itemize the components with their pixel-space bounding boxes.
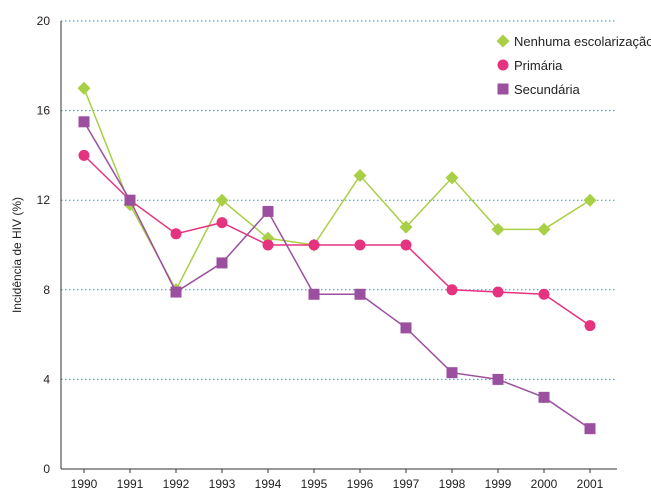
data-point-2-1993 [216,217,228,229]
gridlines [61,20,617,380]
data-point-2-1995 [308,239,320,251]
legend-marker-1 [496,34,510,48]
data-point-2-1996 [354,239,366,251]
data-point-3-1994 [262,205,274,217]
data-point-1-1999 [491,222,505,236]
data-point-3-1995 [308,288,320,300]
data-point-1-1998 [445,171,459,185]
data-point-1-1996 [353,169,367,183]
data-point-3-1993 [216,257,228,269]
data-point-3-1999 [492,373,504,385]
data-point-3-2000 [538,391,550,403]
legend-marker-2 [497,59,509,71]
data-point-2-1992 [170,228,182,240]
y-tick-label-16: 16 [37,104,51,118]
series-3 [78,116,596,435]
legend-marker-3 [497,83,509,95]
data-point-1-2001 [583,193,597,207]
x-tick-label-1990: 1990 [71,477,98,491]
axes [60,21,617,473]
x-tick-label-2001: 2001 [577,477,604,491]
legend-label-2: Primária [514,58,563,73]
data-point-3-1996 [354,288,366,300]
x-tick-label-1996: 1996 [347,477,374,491]
x-tick-label-1999: 1999 [485,477,512,491]
data-point-2-1994 [262,239,274,251]
x-tick-labels: 1990 1991 1992 1993 1994 1995 1996 1997 1998 1999… [71,477,604,491]
data-point-2-2000 [538,288,550,300]
y-tick-labels: 0 4 8 12 16 20 [37,14,51,476]
series-line-3 [83,121,591,430]
y-tick-label-20: 20 [37,14,51,28]
legend-label-1: Nenhuma escolarização [514,34,651,49]
legend: Nenhuma escolarização Primária Secundária [496,34,651,97]
x-tick-label-1991: 1991 [117,477,144,491]
data-point-1-1997 [399,220,413,234]
x-tick-label-1995: 1995 [301,477,328,491]
series-line-2 [83,154,591,327]
y-tick-label-4: 4 [43,372,50,386]
data-point-1-1990 [77,81,91,95]
data-point-2-2001 [584,320,596,332]
x-tick-label-2000: 2000 [531,477,558,491]
x-tick-label-1993: 1993 [209,477,236,491]
y-tick-label-8: 8 [43,283,50,297]
data-point-3-1990 [78,116,90,128]
data-point-1-1993 [215,193,229,207]
data-point-1-2000 [537,222,551,236]
data-point-3-1991 [124,194,136,206]
x-tick-label-1994: 1994 [255,477,282,491]
series-1 [77,81,597,297]
x-tick-label-1992: 1992 [163,477,190,491]
data-point-2-1990 [78,149,90,161]
x-tick-label-1998: 1998 [439,477,466,491]
x-tick-label-1997: 1997 [393,477,420,491]
data-point-2-1997 [400,239,412,251]
legend-label-3: Secundária [514,82,581,97]
series-2 [78,149,596,332]
data-point-3-1992 [170,286,182,298]
data-point-3-1997 [400,322,412,334]
data-point-2-1999 [492,286,504,298]
data-point-3-1998 [446,367,458,379]
y-tick-label-12: 12 [37,193,51,207]
y-tick-label-0: 0 [43,462,50,476]
data-point-2-1998 [446,284,458,296]
y-axis-title: Incidência de HIV (%) [10,197,24,313]
data-point-3-2001 [584,423,596,435]
series-group [77,81,597,435]
